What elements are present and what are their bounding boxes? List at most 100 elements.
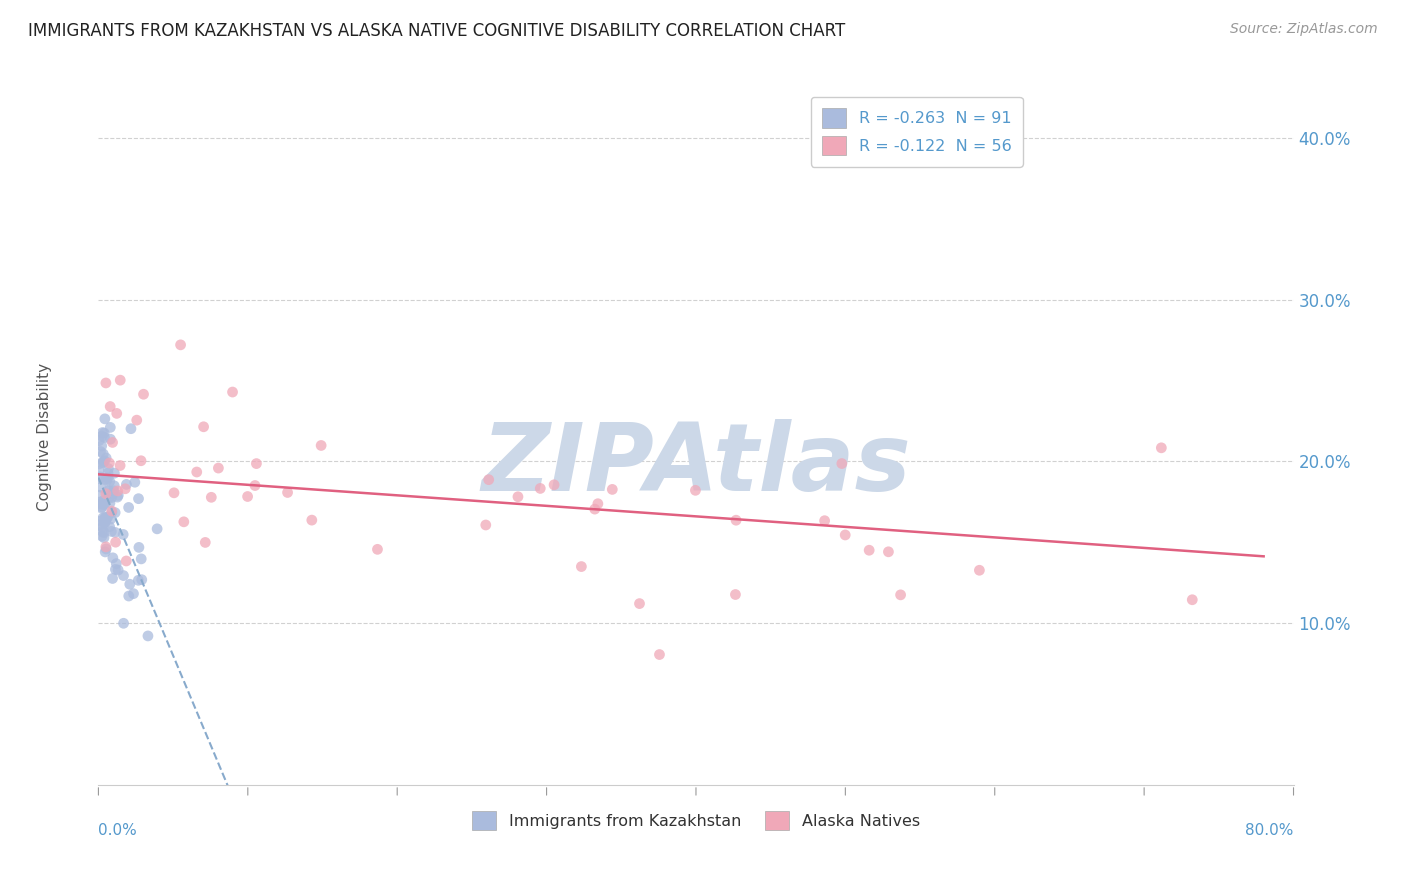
Point: [89, 495, 111, 509]
Point: [91, 493, 114, 508]
Point: [831, 457, 853, 471]
Point: [90, 439, 112, 453]
Point: [301, 513, 323, 527]
Point: [96, 484, 118, 499]
Point: [122, 587, 145, 601]
Point: [128, 491, 150, 506]
Point: [571, 559, 593, 574]
Point: [98, 496, 121, 510]
Point: [105, 406, 128, 420]
Point: [94, 545, 117, 559]
Point: [112, 568, 135, 582]
Point: [163, 485, 186, 500]
Point: [725, 513, 748, 527]
Point: [813, 514, 835, 528]
Point: [132, 387, 155, 401]
Point: [97, 483, 120, 498]
Point: [169, 338, 191, 352]
Point: [90, 514, 112, 528]
Point: [129, 454, 152, 468]
Point: [127, 574, 149, 588]
Point: [115, 554, 138, 568]
Point: [207, 461, 229, 475]
Point: [186, 465, 208, 479]
Point: [101, 487, 124, 501]
Point: [478, 473, 501, 487]
Point: [114, 482, 136, 496]
Point: [277, 485, 299, 500]
Point: [104, 525, 127, 540]
Point: [969, 563, 991, 577]
Point: [93, 531, 115, 545]
Point: [94, 510, 117, 524]
Point: [94, 412, 117, 426]
Point: [120, 422, 142, 436]
Point: [101, 505, 124, 519]
Point: [93, 454, 115, 468]
Point: [115, 477, 138, 491]
Point: [98, 456, 121, 470]
Point: [112, 616, 135, 631]
Point: [89, 488, 111, 502]
Point: [1150, 441, 1173, 455]
Point: [98, 491, 121, 505]
Point: [124, 475, 146, 490]
Point: [131, 573, 153, 587]
Point: [475, 518, 498, 533]
Point: [93, 516, 115, 530]
Point: [100, 491, 122, 505]
Point: [104, 535, 127, 549]
Point: [91, 456, 114, 470]
Point: [194, 535, 217, 549]
Point: [648, 648, 671, 662]
Point: [107, 483, 129, 498]
Point: [100, 432, 122, 446]
Point: [600, 483, 623, 497]
Point: [90, 480, 112, 494]
Point: [112, 527, 135, 541]
Point: [89, 457, 111, 471]
Point: [90, 500, 112, 515]
Text: IMMIGRANTS FROM KAZAKHSTAN VS ALASKA NATIVE COGNITIVE DISABILITY CORRELATION CHA: IMMIGRANTS FROM KAZAKHSTAN VS ALASKA NAT…: [28, 22, 845, 40]
Point: [94, 376, 117, 390]
Point: [236, 490, 259, 504]
Point: [87, 517, 110, 532]
Text: ZIPAtlas: ZIPAtlas: [481, 419, 911, 511]
Point: [628, 597, 651, 611]
Point: [94, 515, 117, 529]
Point: [100, 512, 122, 526]
Point: [108, 458, 131, 473]
Point: [543, 478, 565, 492]
Point: [98, 519, 121, 533]
Legend: Immigrants from Kazakhstan, Alaska Natives: Immigrants from Kazakhstan, Alaska Nativ…: [463, 801, 929, 839]
Point: [98, 420, 121, 434]
Point: [93, 454, 115, 468]
Point: [87, 434, 110, 448]
Point: [91, 447, 114, 461]
Point: [96, 541, 118, 556]
Point: [91, 500, 114, 514]
Point: [93, 425, 115, 440]
Point: [91, 497, 114, 511]
Point: [101, 550, 124, 565]
Point: [685, 483, 707, 498]
Point: [858, 543, 880, 558]
Point: [834, 528, 856, 542]
Point: [221, 385, 243, 400]
Point: [105, 557, 128, 571]
Point: [98, 400, 121, 414]
Point: [93, 525, 115, 540]
Point: [136, 629, 159, 643]
Point: [89, 470, 111, 484]
Point: [87, 464, 110, 478]
Point: [107, 488, 129, 502]
Text: 80.0%: 80.0%: [1246, 823, 1294, 838]
Point: [97, 509, 120, 524]
Point: [93, 430, 115, 444]
Point: [96, 474, 118, 488]
Point: [724, 587, 747, 601]
Point: [529, 482, 551, 496]
Point: [96, 472, 118, 486]
Point: [107, 563, 129, 577]
Point: [94, 540, 117, 554]
